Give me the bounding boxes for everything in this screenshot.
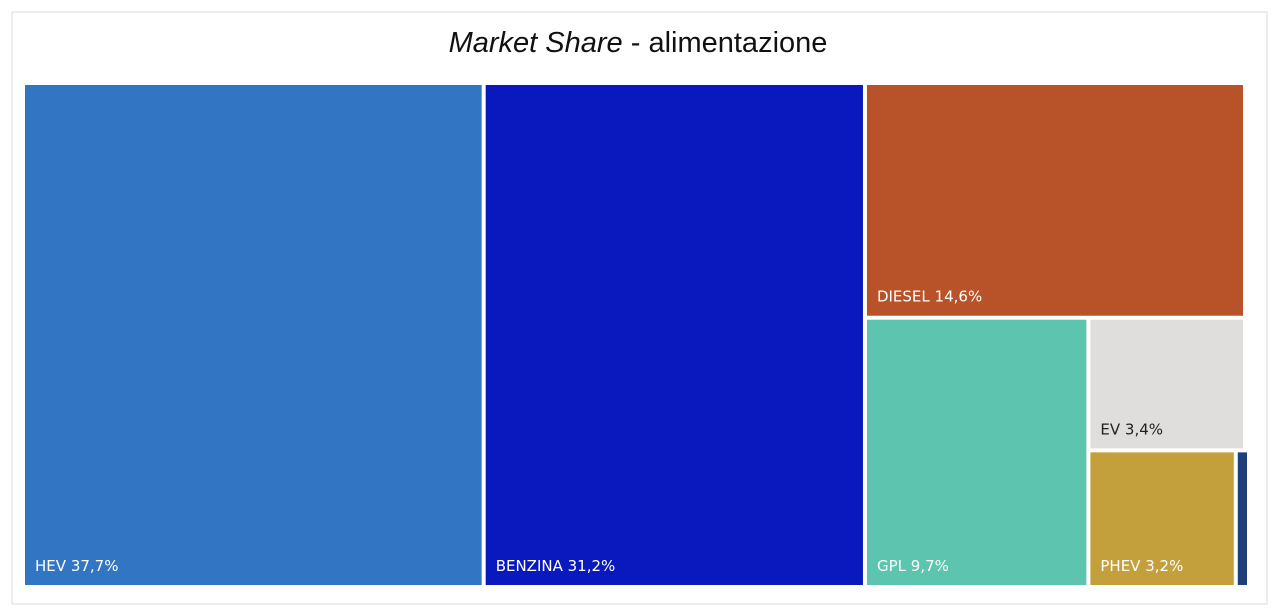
- category-label: BENZINA: [496, 557, 564, 575]
- category-label: HEV: [35, 557, 67, 575]
- tile: [1237, 452, 1247, 585]
- category-label: DIESEL: [877, 288, 930, 306]
- title-rest: - alimentazione: [631, 27, 828, 59]
- category-label: PHEV: [1100, 557, 1141, 575]
- category-label: EV: [1100, 420, 1120, 438]
- tile: [1090, 319, 1243, 449]
- value-label: 14,6%: [935, 288, 983, 306]
- tile-label: HEV 37,7%: [35, 557, 118, 575]
- chart-title: Market Share - alimentazione: [449, 27, 828, 59]
- tile: [866, 85, 1243, 316]
- tile-label: GPL 9,7%: [877, 557, 949, 575]
- value-label: 9,7%: [911, 557, 949, 575]
- tile: [866, 319, 1087, 585]
- tile-label: PHEV 3,2%: [1100, 557, 1183, 575]
- tile: [485, 85, 863, 585]
- category-label: GPL: [877, 557, 907, 575]
- tile: [25, 85, 482, 585]
- value-label: 31,2%: [568, 557, 616, 575]
- value-label: 37,7%: [71, 557, 119, 575]
- value-label: 3,2%: [1145, 557, 1183, 575]
- tile: [1090, 452, 1234, 585]
- tile-label: BENZINA 31,2%: [496, 557, 616, 575]
- tile-label: DIESEL 14,6%: [877, 288, 982, 306]
- tile-label: EV 3,4%: [1100, 420, 1163, 438]
- value-label: 3,4%: [1125, 420, 1163, 438]
- title-italic: Market Share: [449, 27, 623, 59]
